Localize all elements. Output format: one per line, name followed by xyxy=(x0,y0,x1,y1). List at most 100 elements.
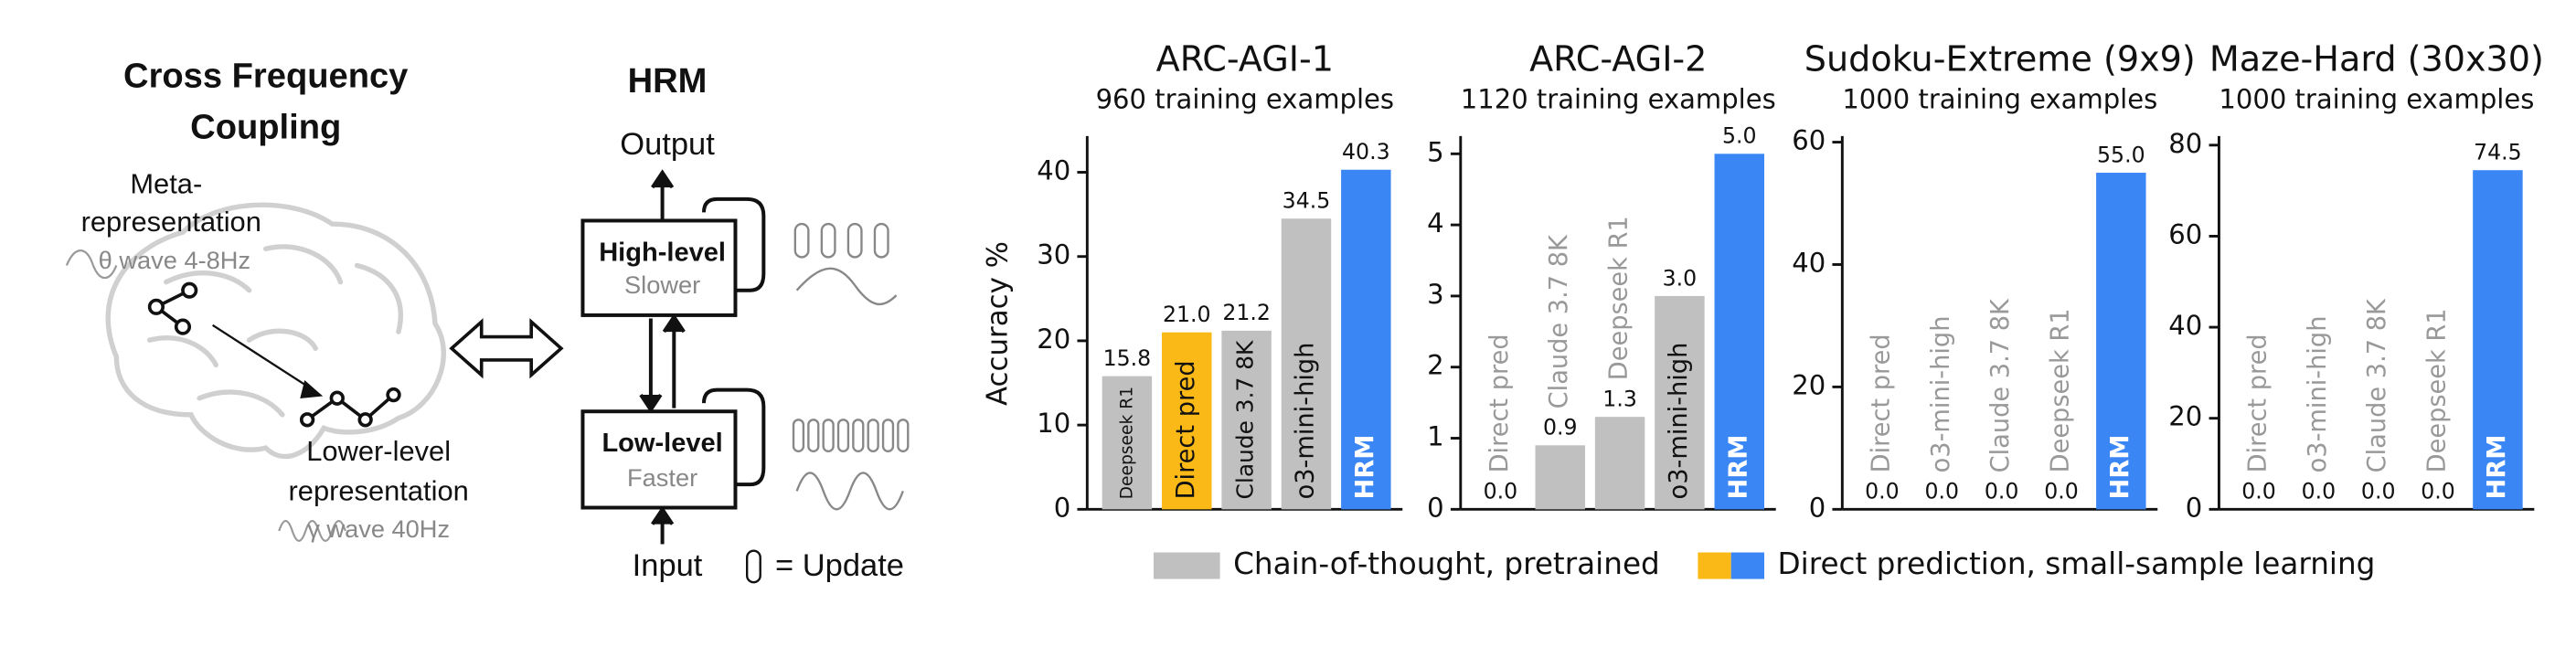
bar xyxy=(1162,332,1212,510)
category-label: o3-mini-high xyxy=(1291,343,1319,500)
value-label: 0.0 xyxy=(1484,479,1518,504)
bar xyxy=(1102,376,1153,510)
category-label: HRM xyxy=(1351,435,1379,500)
bar-chart: Maze-Hard (30x30) 1000 training examples 0… xyxy=(2168,39,2544,524)
bar xyxy=(2096,173,2146,510)
y-tick-label: 0 xyxy=(1427,492,1443,523)
brain-icon xyxy=(105,202,446,460)
category-label: HRM xyxy=(2106,435,2134,500)
chart-title: Maze-Hard (30x30) xyxy=(2209,39,2544,80)
y-tick-label: 40 xyxy=(2168,310,2202,341)
category-label: HRM xyxy=(1724,435,1752,500)
category-label: Claude 3.7 8K xyxy=(1986,298,2015,472)
diagram: Cross Frequency Coupling Meta- represent… xyxy=(65,56,910,584)
chart-subtitle: 1000 training examples xyxy=(1842,84,2157,115)
category-label: Direct pred xyxy=(1485,334,1514,472)
y-tick-label: 60 xyxy=(2168,218,2202,249)
y-tick-label: 40 xyxy=(1037,155,1070,186)
y-tick-label: 2 xyxy=(1427,350,1443,381)
bar xyxy=(1221,330,1272,510)
category-label: o3-mini-high xyxy=(2304,316,2332,473)
meta-label: representation xyxy=(81,206,261,238)
bar-chart: ARC-AGI-2 1120 training examples 0 1 2 3 4 5 0.0… xyxy=(1427,39,1776,523)
category-label: Direct pred xyxy=(1867,334,1895,472)
y-tick-label: 20 xyxy=(1792,369,1826,400)
coupling-title: Cross Frequency xyxy=(123,56,408,95)
y-tick-label: 4 xyxy=(1427,207,1443,239)
theta-label: θ wave 4-8Hz xyxy=(99,246,250,274)
value-label: 0.0 xyxy=(2241,479,2276,504)
coupling-title: Coupling xyxy=(190,108,341,147)
category-label: o3-mini-high xyxy=(1927,316,1955,473)
lower-label: Lower-level xyxy=(306,435,451,467)
y-tick-label: 0 xyxy=(1809,492,1826,523)
y-tick-label: 20 xyxy=(2168,401,2202,432)
bar xyxy=(1535,445,1585,510)
hrm-title: HRM xyxy=(628,61,708,101)
low-level-speed: Faster xyxy=(627,463,697,492)
value-label: 1.3 xyxy=(1602,387,1637,412)
category-label: Claude 3.7 8K xyxy=(1232,340,1259,499)
category-label: Deepseek R1 xyxy=(2423,308,2452,472)
y-axis-label: Accuracy % xyxy=(982,241,1015,406)
chart-title: ARC-AGI-2 xyxy=(1529,39,1707,80)
y-tick-label: 3 xyxy=(1427,279,1443,310)
chart-subtitle: 1120 training examples xyxy=(1461,84,1776,115)
high-level-label: High-level xyxy=(599,238,726,267)
lower-label: representation xyxy=(289,474,469,506)
y-tick-label: 40 xyxy=(1792,247,1826,278)
legend: Chain-of-thought, pretrained Direct predi… xyxy=(1153,546,2376,581)
value-label: 0.0 xyxy=(1865,479,1900,504)
gamma-label: γ wave 40Hz xyxy=(307,514,450,543)
value-label: 21.2 xyxy=(1222,300,1271,325)
category-label: Claude 3.7 8K xyxy=(2363,298,2391,472)
value-label: 0.0 xyxy=(1924,479,1959,504)
theta-wave xyxy=(65,249,118,280)
legend-label: Direct prediction, small-sample learning xyxy=(1778,546,2376,581)
update-legend: = Update xyxy=(775,548,904,583)
value-label: 74.5 xyxy=(2474,140,2522,165)
value-label: 0.0 xyxy=(2421,479,2455,504)
bar xyxy=(1594,417,1645,510)
charts: ARC-AGI-1 960 training examples Accuracy %… xyxy=(982,39,2544,524)
category-label: Deepseek R1 xyxy=(2046,308,2074,472)
legend-swatch xyxy=(1698,552,1731,579)
y-tick-label: 10 xyxy=(1037,408,1070,439)
bar xyxy=(1714,154,1765,510)
update-pills xyxy=(746,222,910,584)
y-tick-label: 1 xyxy=(1427,421,1443,452)
category-label: Deepseek R1 xyxy=(1117,387,1136,500)
chart-title: ARC-AGI-1 xyxy=(1156,39,1334,80)
legend-swatch xyxy=(1153,552,1220,579)
bar xyxy=(1281,218,1332,510)
bar xyxy=(2473,170,2523,510)
category-label: Direct pred xyxy=(1172,360,1200,499)
legend-swatch xyxy=(1730,552,1765,579)
y-tick-label: 5 xyxy=(1427,136,1443,167)
y-tick-label: 0 xyxy=(1054,492,1070,523)
graph-icon xyxy=(147,281,401,428)
value-label: 40.3 xyxy=(1342,139,1390,164)
output-label: Output xyxy=(620,127,715,162)
value-label: 15.8 xyxy=(1103,345,1152,371)
category-label: Direct pred xyxy=(2244,334,2273,472)
y-tick-label: 30 xyxy=(1037,239,1070,270)
value-label: 0.0 xyxy=(2044,479,2079,504)
bar xyxy=(1655,295,1705,510)
value-label: 0.0 xyxy=(2302,479,2336,504)
high-level-speed: Slower xyxy=(624,270,700,299)
y-tick-label: 60 xyxy=(1792,125,1826,156)
bidirectional-arrow xyxy=(449,318,564,379)
chart-title: Sudoku-Extreme (9x9) xyxy=(1804,39,2196,80)
y-tick-label: 20 xyxy=(1037,324,1070,355)
value-label: 5.0 xyxy=(1722,123,1757,149)
value-label: 0.0 xyxy=(2361,479,2396,504)
category-label: Deepseek R1 xyxy=(1605,216,1634,380)
chart-subtitle: 1000 training examples xyxy=(2219,84,2534,115)
value-label: 0.9 xyxy=(1543,415,1578,440)
bar-chart: ARC-AGI-1 960 training examples Accuracy %… xyxy=(982,39,1403,523)
y-tick-label: 0 xyxy=(2186,492,2202,523)
bar-chart: Sudoku-Extreme (9x9) 1000 training exampl… xyxy=(1792,39,2196,524)
legend-label: Chain-of-thought, pretrained xyxy=(1233,546,1660,581)
